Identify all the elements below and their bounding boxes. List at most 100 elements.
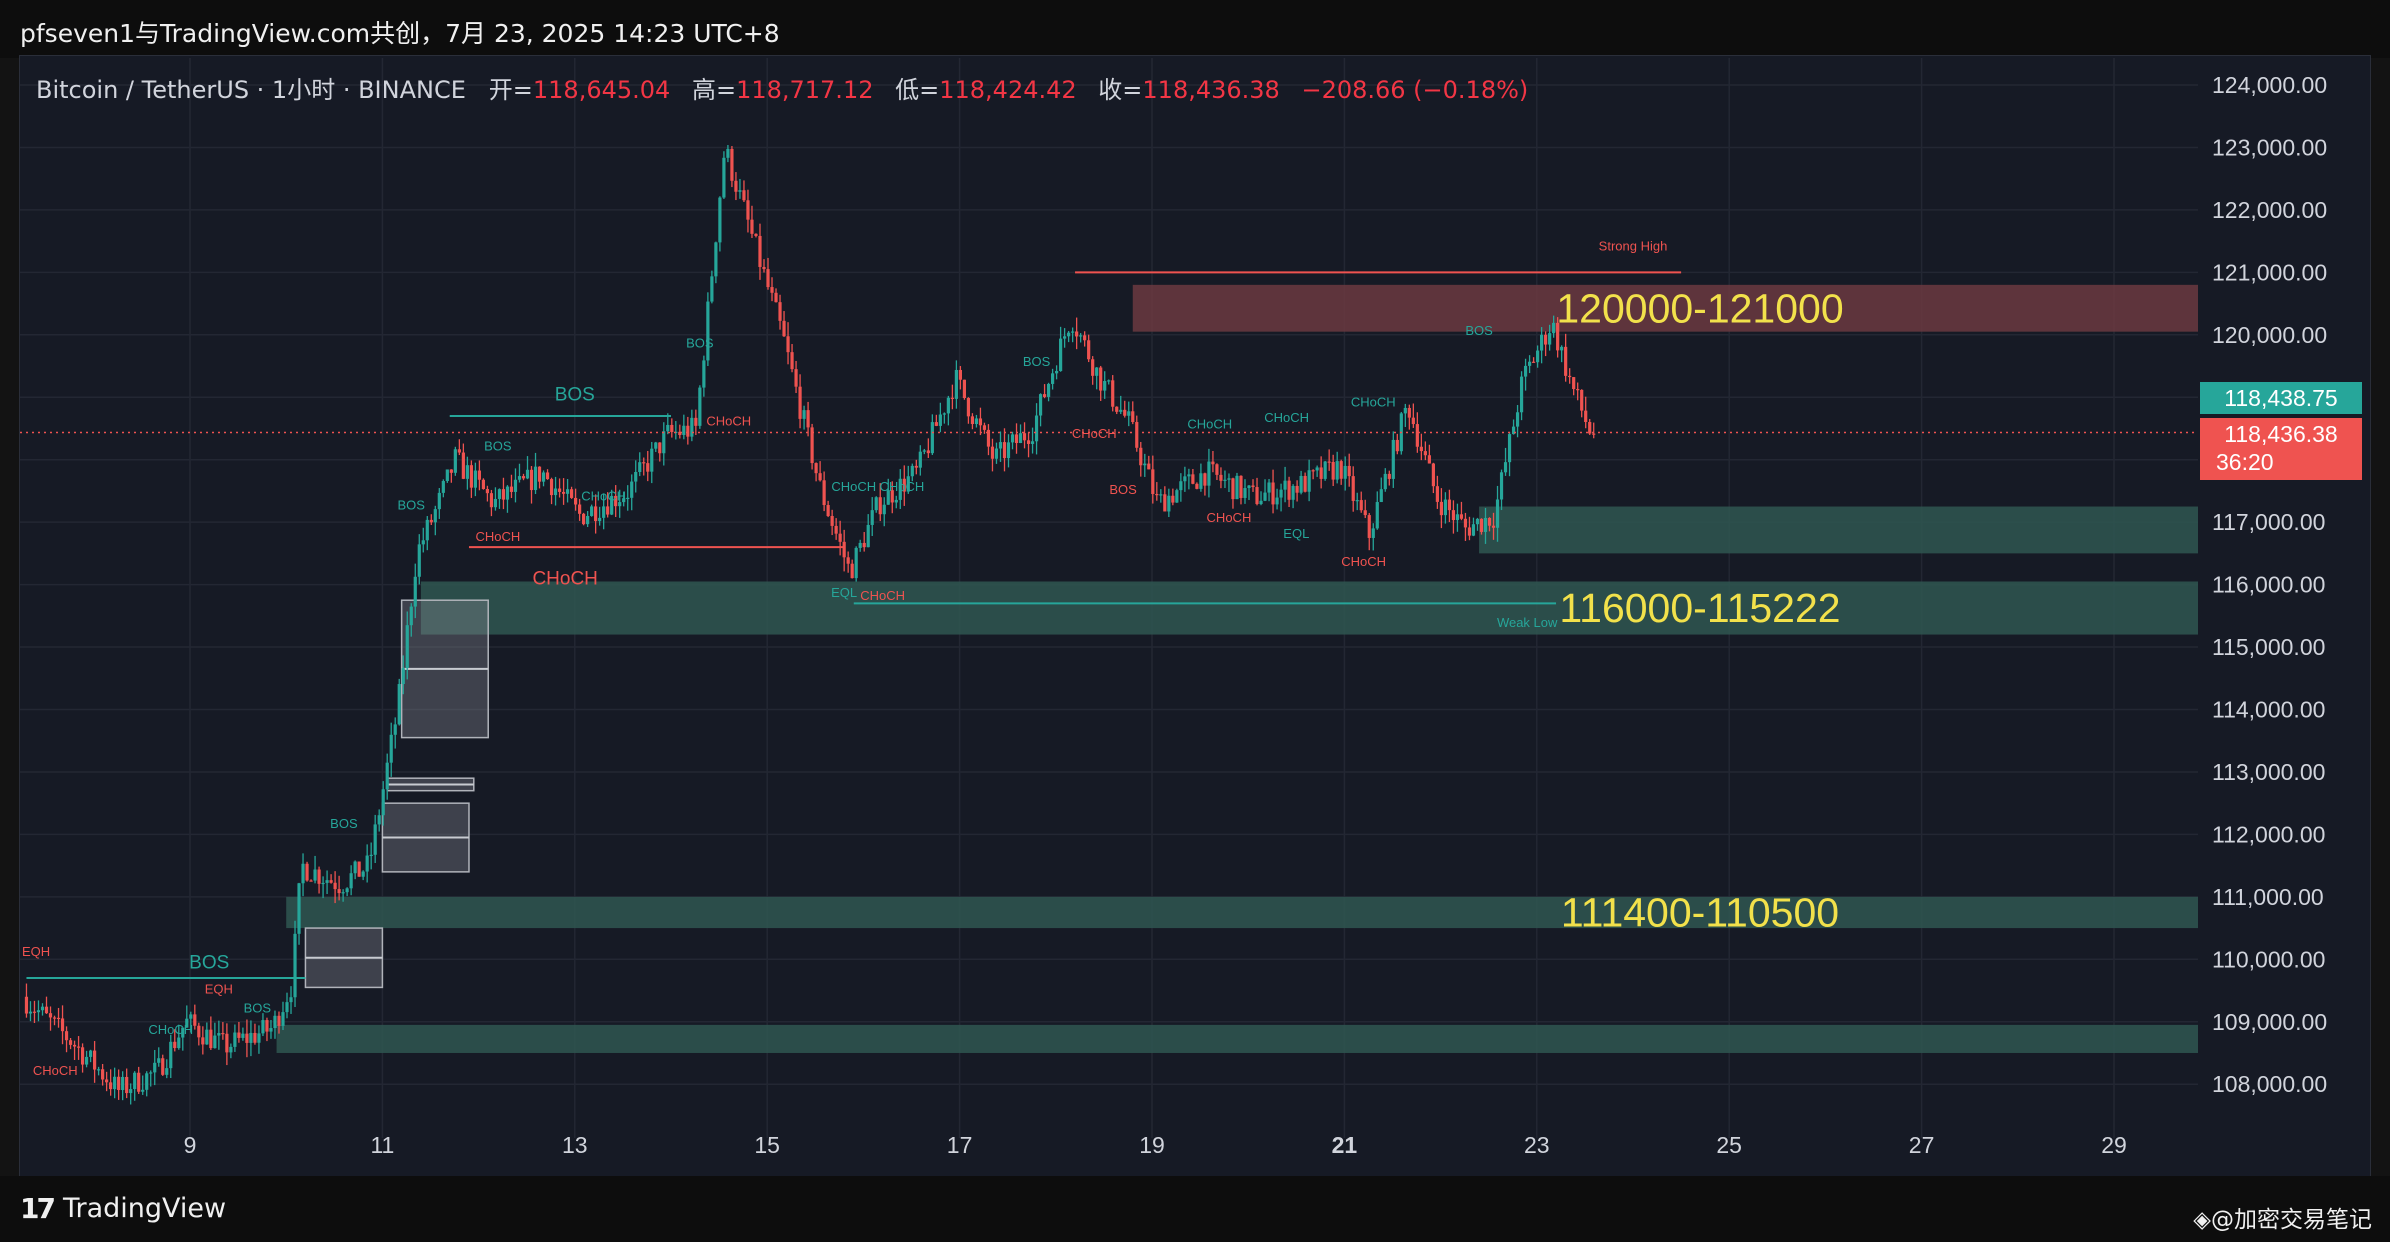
- candle-body: [1311, 470, 1315, 472]
- candle-body: [565, 489, 570, 494]
- y-axis-tick-label: 114,000.00: [2212, 697, 2325, 723]
- candle-body: [678, 431, 682, 435]
- candle-body: [1010, 434, 1015, 443]
- candle-body: [201, 1037, 205, 1045]
- candle-body: [137, 1072, 141, 1092]
- candle-body: [586, 515, 590, 525]
- candle-body: [56, 1017, 61, 1020]
- candle-body: [1363, 510, 1367, 516]
- candle-body: [1255, 487, 1259, 505]
- candle-body: [926, 450, 930, 454]
- candle-body: [1115, 406, 1119, 412]
- candle-body: [525, 469, 530, 479]
- candle-body: [109, 1082, 113, 1090]
- symbol-name[interactable]: Bitcoin / TetherUS · 1小时 · BINANCE: [36, 76, 466, 104]
- candle-body: [834, 525, 838, 534]
- candle-body: [349, 873, 353, 889]
- candle-body: [1191, 474, 1195, 484]
- candle-body: [782, 320, 786, 337]
- candle-body: [1303, 475, 1307, 492]
- tradingview-logo[interactable]: 17 TradingView: [20, 1192, 226, 1225]
- green-price-tag: [2200, 382, 2362, 414]
- candle-body: [1147, 463, 1151, 470]
- candle-body: [1536, 350, 1540, 363]
- candle-body: [437, 492, 441, 510]
- candle-body: [1215, 464, 1219, 475]
- candle-body: [658, 442, 662, 454]
- candle-body: [1375, 502, 1379, 529]
- candle-body: [966, 398, 971, 417]
- candle-body: [786, 336, 790, 353]
- candle-body: [489, 493, 494, 508]
- candle-body: [1159, 494, 1163, 496]
- candle-body: [946, 397, 950, 414]
- candle-body: [161, 1058, 165, 1075]
- candle-body: [1519, 376, 1524, 413]
- candle-body: [1251, 485, 1255, 488]
- candle-body: [44, 1006, 49, 1014]
- x-axis-tick-label: 11: [370, 1132, 394, 1158]
- candle-body: [686, 425, 690, 437]
- zone-label: 120000-121000: [1556, 285, 1843, 331]
- candle-body: [257, 1033, 261, 1043]
- candle-body: [1503, 462, 1508, 473]
- candle-body: [1383, 473, 1387, 490]
- candle-body: [1038, 394, 1043, 416]
- candle-body: [1572, 377, 1576, 390]
- candle-body: [453, 449, 457, 473]
- candle-body: [1295, 485, 1299, 493]
- candle-body: [662, 431, 666, 454]
- candle-body: [429, 519, 433, 523]
- candle-body: [790, 352, 794, 370]
- candle-body: [1592, 433, 1596, 435]
- candle-body: [409, 606, 413, 626]
- structure-label: Weak Low: [1497, 615, 1558, 630]
- structure-label: EQL: [1283, 526, 1309, 541]
- structure-label: CHoCH: [1207, 510, 1252, 525]
- y-axis-tick-label: 122,000.00: [2212, 197, 2327, 223]
- candle-body: [842, 541, 846, 558]
- candle-body: [1423, 451, 1427, 456]
- candle-body: [1540, 334, 1544, 351]
- structure-label: BOS: [1109, 482, 1137, 497]
- candle-body: [289, 997, 293, 1003]
- candle-body: [806, 410, 810, 428]
- candle-body: [1463, 518, 1468, 528]
- candle-body: [441, 481, 445, 493]
- candle-body: [385, 762, 389, 790]
- candle-body: [353, 861, 357, 874]
- candle-body: [1131, 411, 1135, 423]
- candle-body: [497, 489, 502, 499]
- candle-body: [818, 473, 822, 481]
- candle-body: [1407, 407, 1411, 418]
- candle-body: [32, 1011, 37, 1013]
- close-label: 收=: [1098, 76, 1143, 104]
- candle-body: [517, 476, 522, 480]
- structure-label: EQL: [831, 585, 857, 600]
- candle-body: [618, 502, 622, 507]
- candle-body: [1067, 332, 1071, 337]
- candle-body: [1568, 375, 1572, 378]
- candle-body: [329, 880, 333, 883]
- close-value: 118,436.38: [1142, 76, 1280, 104]
- candle-body: [1560, 346, 1564, 351]
- candle-body: [305, 863, 309, 881]
- structure-label: EQH: [22, 944, 50, 959]
- candle-body: [1395, 439, 1399, 452]
- candle-body: [1199, 473, 1203, 489]
- candle-body: [1576, 389, 1580, 391]
- candle-body: [185, 1018, 189, 1028]
- red-price-tag: [2200, 418, 2362, 480]
- zone-box: [276, 1024, 2198, 1053]
- candle-body: [461, 452, 465, 479]
- candle-body: [714, 242, 718, 277]
- low-value: 118,424.42: [939, 76, 1077, 104]
- candle-body: [76, 1046, 81, 1048]
- high-value: 118,717.12: [736, 76, 874, 104]
- y-axis-tick-label: 120,000.00: [2212, 322, 2327, 348]
- candle-body: [670, 424, 674, 433]
- candle-body: [1331, 461, 1335, 480]
- structure-label: CHoCH: [1341, 554, 1386, 569]
- candle-body: [754, 233, 758, 236]
